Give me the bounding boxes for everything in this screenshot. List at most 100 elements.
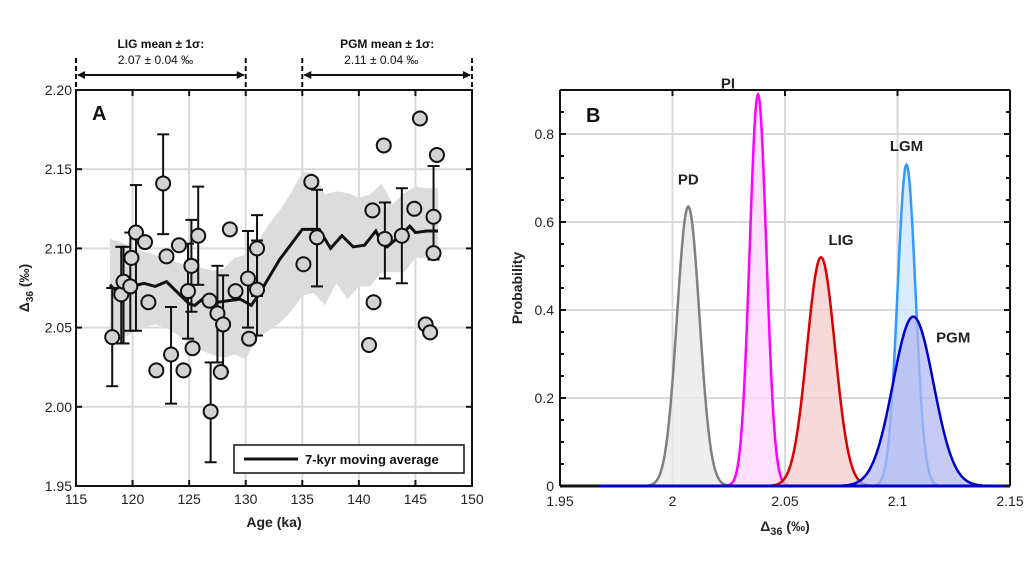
y-tick-label: 2.00 [45,399,72,415]
data-point [175,362,192,379]
data-point [375,137,392,154]
legend-entry-moving-average: 7-kyr moving average [305,452,439,467]
y-tick-label: 1.95 [45,478,72,494]
xlabel-delta: Δ [760,518,770,534]
panel-a-axes-frame [75,89,473,487]
y-tick-label: 2.10 [45,240,72,256]
data-point [361,337,378,354]
annotation-lig-title: LIG mean ± 1σ: [117,37,204,51]
annotation-lig-value: 2.07 ± 0.04 ‰ [118,53,193,67]
data-point [241,330,258,347]
annotation-pgm: PGM mean ± 1σ: 2.11 ± 0.04 ‰ [301,37,473,90]
peak-label-lgm: LGM [890,138,923,155]
ylabel-subscript: 36 [25,291,36,303]
x-tick-label: 2.05 [771,493,798,509]
y-tick-label: 0 [546,478,554,494]
panel-b-label: B [586,105,600,127]
data-point [422,324,439,341]
data-point [295,256,312,273]
data-point [123,249,140,266]
x-tick-label: 140 [347,491,371,507]
panel-a-ticks: 115 120 125 130 135 140 145 150 1.95 2.00 2.05 2.10… [45,82,484,507]
x-tick-label: 150 [460,491,484,507]
data-point [158,248,175,265]
distribution-pgm [822,315,1005,488]
panel-a-data-points [104,110,445,420]
data-point [202,403,219,420]
data-point [221,221,238,238]
distribution-fill [720,94,796,487]
distribution-curve [637,204,739,488]
data-point [137,234,154,251]
distribution-fill [822,316,1005,486]
data-point [425,245,442,262]
data-point [227,283,244,300]
data-point [308,229,325,246]
data-point [104,329,121,346]
data-point [406,200,423,217]
y-tick-label: 0.6 [535,214,555,230]
uncertainty-band-area [109,172,439,360]
annotation-lig-range-arrow [75,58,247,90]
x-tick-label: 2 [669,493,677,509]
peak-label-pgm: PGM [936,330,970,347]
data-point [140,294,157,311]
x-tick-label: 115 [65,491,88,507]
xlabel-unit: (‰) [783,518,810,534]
data-point [365,294,382,311]
annotation-pgm-title: PGM mean ± 1σ: [340,37,434,51]
data-point [122,278,139,295]
panel-a-legend: 7-kyr moving average [233,444,465,474]
x-tick-label: 2.1 [888,493,908,509]
data-point [376,230,393,247]
y-tick-label: 0.8 [535,126,555,142]
arrowhead-right [236,71,245,79]
y-tick-label: 2.20 [45,82,72,98]
data-point [184,340,201,357]
data-point [428,146,445,163]
panel-b-x-axis-title: Δ36 (‰) [760,518,810,538]
panel-b-ticks: 1.95 2 2.05 2.1 2.15 0 0.2 0.4 0.6 0.8 [535,89,1024,509]
panel-a-annotations: LIG mean ± 1σ: 2.07 ± 0.04 ‰ PGM mean ± … [75,37,473,90]
data-point [183,257,200,274]
y-tick-label: 2.15 [45,161,72,177]
data-point [393,227,410,244]
panel-b: 1.95 2 2.05 2.1 2.15 0 0.2 0.4 0.6 0.8 B PD PI LIG L… [509,75,1024,538]
peak-label-lig: LIG [829,232,854,249]
arrowhead-left [303,71,312,79]
data-point [163,346,180,363]
data-point [425,208,442,225]
data-point [249,240,266,257]
annotation-pgm-value: 2.11 ± 0.04 ‰ [344,53,418,67]
arrowhead-right [463,71,471,79]
data-point [303,173,320,190]
distribution-pd [637,204,739,488]
data-point [364,202,381,219]
x-tick-label: 2.15 [996,493,1023,509]
data-point [155,175,172,192]
data-point [190,227,207,244]
annotation-pgm-range-arrow [301,58,473,90]
data-point [212,363,229,380]
y-tick-label: 0.2 [535,390,555,406]
arrowhead-left [77,71,85,79]
panel-b-y-axis-title: Probability [509,252,525,325]
data-point [215,316,232,333]
data-point [170,237,187,254]
peak-label-pi: PI [721,75,735,92]
x-tick-label: 125 [177,491,201,507]
ylabel-unit: (‰) [16,264,32,291]
data-point [249,281,266,298]
data-point [148,362,165,379]
ylabel-delta: Δ [16,302,32,312]
panel-a-uncertainty-band [109,172,439,360]
y-tick-label: 2.05 [45,320,72,336]
panel-b-distributions [560,91,1010,488]
distribution-fill [758,257,884,486]
panel-a-y-axis-title: Δ36 (‰) [16,264,36,312]
x-tick-label: 1.95 [546,493,573,509]
peak-label-pd: PD [678,172,699,189]
y-tick-label: 0.4 [535,302,555,318]
x-tick-label: 120 [121,491,145,507]
